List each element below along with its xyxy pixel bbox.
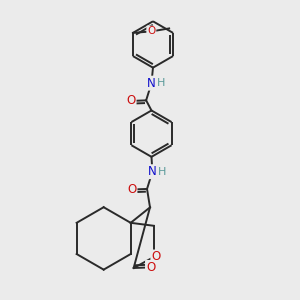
Text: N: N <box>147 76 156 90</box>
Text: O: O <box>147 26 155 36</box>
Text: O: O <box>127 183 136 196</box>
Text: O: O <box>126 94 136 107</box>
Text: N: N <box>148 165 157 178</box>
Text: H: H <box>158 167 166 177</box>
Text: H: H <box>157 78 165 88</box>
Text: O: O <box>151 250 160 263</box>
Text: O: O <box>146 261 155 274</box>
